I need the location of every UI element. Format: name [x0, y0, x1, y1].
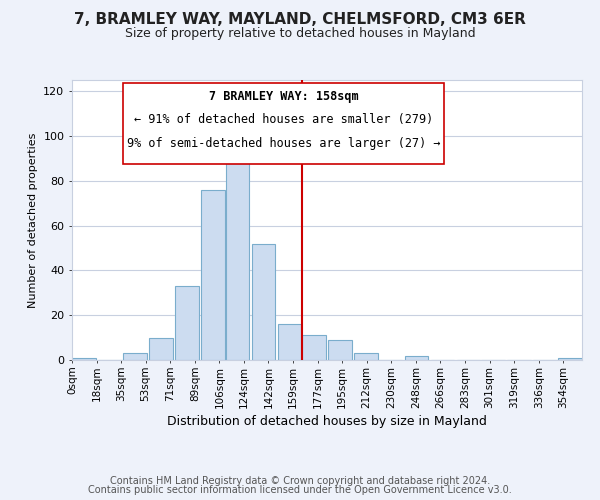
Bar [123, 354, 146, 360]
Bar [226, 158, 249, 360]
Bar [149, 338, 173, 360]
Bar [251, 244, 275, 360]
Bar [558, 358, 581, 360]
Bar [328, 340, 352, 360]
X-axis label: Distribution of detached houses by size in Mayland: Distribution of detached houses by size … [167, 414, 487, 428]
FancyBboxPatch shape [123, 83, 444, 164]
Bar [201, 190, 225, 360]
Bar [405, 356, 428, 360]
Text: 7, BRAMLEY WAY, MAYLAND, CHELMSFORD, CM3 6ER: 7, BRAMLEY WAY, MAYLAND, CHELMSFORD, CM3… [74, 12, 526, 28]
Bar [73, 358, 96, 360]
Text: Contains HM Land Registry data © Crown copyright and database right 2024.: Contains HM Land Registry data © Crown c… [110, 476, 490, 486]
Text: ← 91% of detached houses are smaller (279): ← 91% of detached houses are smaller (27… [134, 114, 433, 126]
Text: Size of property relative to detached houses in Mayland: Size of property relative to detached ho… [125, 28, 475, 40]
Text: Contains public sector information licensed under the Open Government Licence v3: Contains public sector information licen… [88, 485, 512, 495]
Bar [175, 286, 199, 360]
Text: 9% of semi-detached houses are larger (27) →: 9% of semi-detached houses are larger (2… [127, 136, 440, 149]
Bar [278, 324, 301, 360]
Y-axis label: Number of detached properties: Number of detached properties [28, 132, 38, 308]
Bar [302, 336, 326, 360]
Text: 7 BRAMLEY WAY: 158sqm: 7 BRAMLEY WAY: 158sqm [209, 90, 358, 103]
Bar [354, 354, 378, 360]
